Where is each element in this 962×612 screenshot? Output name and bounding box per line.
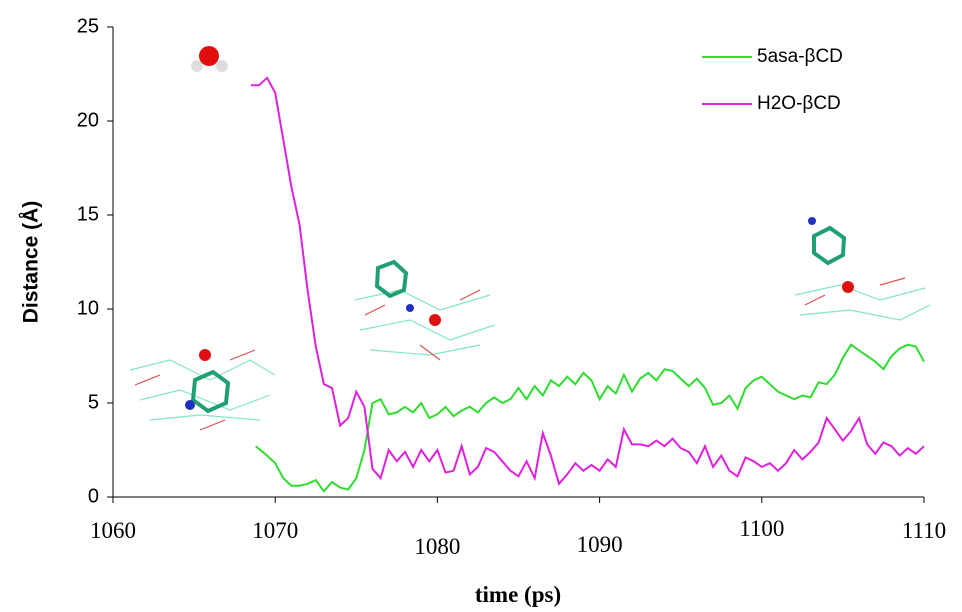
y-tick-label: 20	[77, 109, 99, 131]
complex-2	[354, 259, 496, 361]
x-axis-label: time (ps)	[475, 582, 561, 607]
molecule-illustrations	[129, 46, 931, 431]
series-line	[250, 76, 925, 486]
y-tick-label: 15	[77, 203, 99, 225]
y-tick-label: 0	[88, 485, 99, 507]
y-tick-label: 25	[77, 15, 99, 37]
complex-1	[129, 349, 276, 431]
y-tick-label: 5	[88, 391, 99, 413]
x-tick-label: 1070	[252, 518, 298, 543]
legend-label: 5asa-βCD	[757, 46, 843, 67]
y-tick-label: 10	[77, 297, 99, 319]
x-tick-label: 1080	[414, 534, 460, 559]
water-molecule	[191, 46, 228, 72]
x-tick-label: 1100	[739, 516, 784, 541]
x-tick-label: 1090	[577, 532, 623, 557]
legend-label: H2O-βCD	[757, 93, 841, 114]
series-line	[255, 343, 925, 494]
x-tick-label: 1060	[90, 518, 136, 543]
y-axis-label: Distance (Å)	[19, 201, 43, 324]
x-tick-label: 1110	[902, 518, 946, 543]
complex-3	[794, 217, 931, 321]
